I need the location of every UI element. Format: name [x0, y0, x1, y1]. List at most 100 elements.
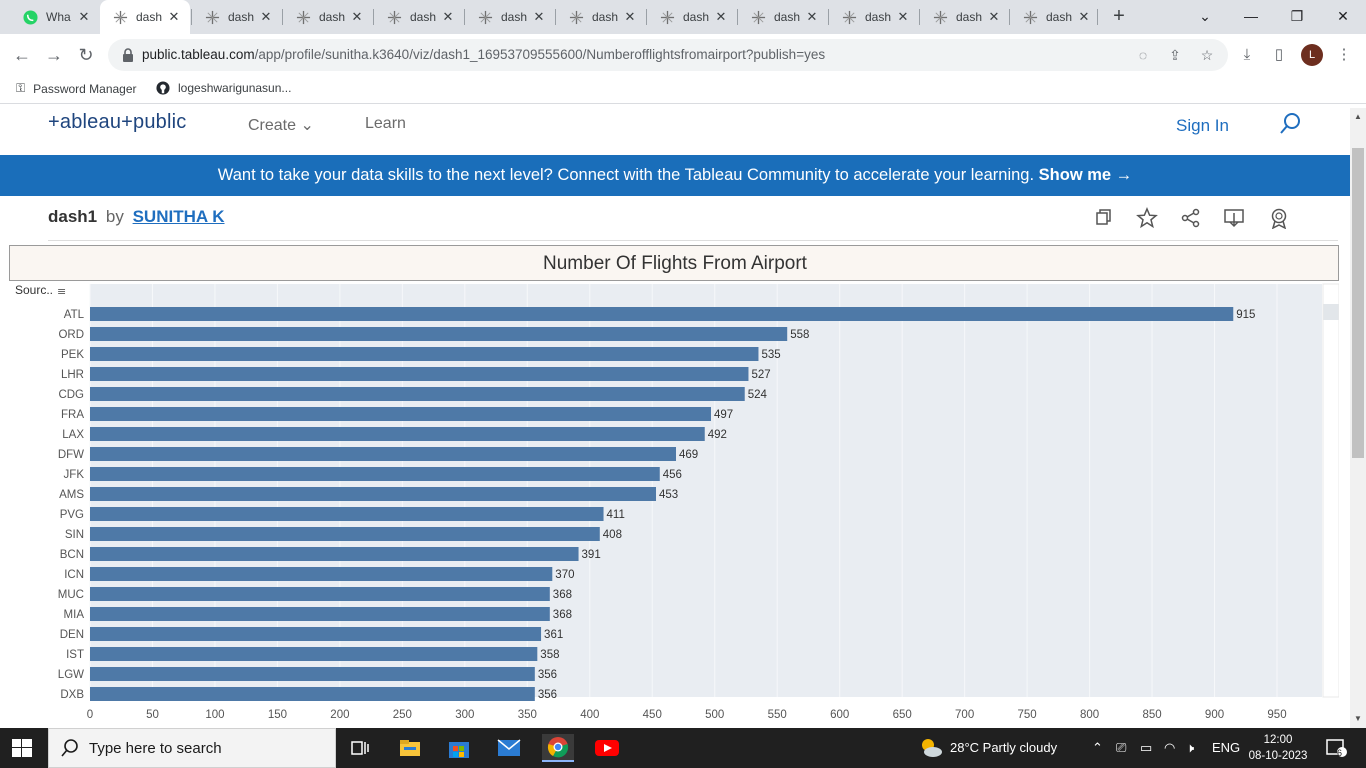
bar	[90, 447, 677, 461]
x-tick-label: 100	[205, 709, 224, 721]
taskbar-search[interactable]: Type here to search	[48, 728, 336, 768]
tab-title: dash	[865, 10, 892, 24]
author-link[interactable]: SUNITHA K	[132, 207, 225, 226]
browser-tab[interactable]: dash ✕	[829, 0, 919, 34]
weather-text[interactable]: 28°C Partly cloudy	[950, 740, 1058, 755]
x-tick-label: 800	[1080, 709, 1099, 721]
browser-tab[interactable]: dash ✕	[100, 0, 190, 34]
store-icon[interactable]	[445, 734, 473, 762]
close-tab-icon[interactable]: ✕	[442, 9, 454, 24]
category-label: MIA	[64, 609, 85, 621]
key-icon: ⚿	[16, 81, 26, 95]
close-tab-icon[interactable]: ✕	[168, 9, 180, 24]
chevron-up-icon[interactable]: ⌃	[1092, 740, 1103, 755]
download-viz-icon[interactable]	[1223, 207, 1245, 229]
copy-icon[interactable]	[1092, 207, 1114, 229]
sidepanel-icon[interactable]: ▯	[1274, 46, 1284, 63]
browser-tab[interactable]: dash ✕	[192, 0, 282, 34]
close-tab-icon[interactable]: ✕	[988, 9, 1000, 24]
tableau-icon	[841, 9, 857, 25]
data-label: 524	[748, 389, 768, 401]
battery-icon[interactable]: ▭	[1140, 740, 1153, 755]
file-explorer-icon[interactable]	[396, 734, 424, 762]
bar-chart[interactable]: Sourc.. ≡ ATL 915 ORD 558 PEK 535 LHR 527 CDG 524 FR…	[9, 281, 1339, 728]
category-label: ICN	[64, 569, 84, 581]
chrome-icon[interactable]	[542, 734, 574, 762]
browser-tab[interactable]: dash ✕	[556, 0, 646, 34]
tab-search-button[interactable]: ⌄	[1199, 8, 1211, 24]
favorite-star-icon[interactable]	[1136, 207, 1158, 229]
tableau-icon	[295, 9, 311, 25]
menu-icon[interactable]: ⋮	[1336, 46, 1352, 63]
star-icon[interactable]: ☆	[1200, 47, 1214, 63]
meet-icon[interactable]: ⎚	[1116, 740, 1127, 755]
avatar[interactable]: L	[1301, 44, 1323, 66]
sign-in-link[interactable]: Sign In	[1176, 116, 1229, 135]
close-tab-icon[interactable]: ✕	[624, 9, 636, 24]
language-indicator[interactable]: ENG	[1212, 740, 1241, 755]
scroll-up-icon[interactable]: ▲	[1354, 112, 1362, 121]
task-view-icon[interactable]	[346, 734, 374, 762]
page-scrollbar[interactable]: ▲ ▼	[1350, 108, 1366, 728]
x-tick-label: 400	[580, 709, 599, 721]
browser-tab[interactable]: dash ✕	[283, 0, 373, 34]
tab-title: dash	[683, 10, 710, 24]
tableau-icon	[204, 9, 220, 25]
nav-create[interactable]: Create ⌄	[248, 117, 314, 134]
close-tab-icon[interactable]: ✕	[260, 9, 272, 24]
scroll-thumb[interactable]	[1352, 148, 1364, 458]
weather-icon[interactable]	[918, 736, 944, 763]
category-label: BCN	[60, 549, 84, 561]
y-axis-title: Sourc..	[15, 283, 53, 297]
tableau-icon	[112, 9, 128, 25]
close-tab-icon[interactable]: ✕	[533, 9, 545, 24]
search-icon[interactable]	[1278, 112, 1302, 136]
browser-tab[interactable]: Wha ✕	[10, 0, 100, 34]
bookmarks-bar: ⚿ Password Manager logeshwarigunasun...	[0, 76, 1366, 104]
close-window-button[interactable]: ✕	[1337, 8, 1349, 24]
download-icon[interactable]: ⤓	[1243, 46, 1251, 63]
minimize-button[interactable]: —	[1244, 8, 1258, 24]
viz-by: by	[105, 207, 124, 226]
youtube-icon[interactable]	[593, 734, 621, 762]
share-icon[interactable]: ⇪	[1169, 47, 1181, 63]
category-label: CDG	[58, 389, 84, 401]
new-tab-button[interactable]: +	[1113, 5, 1125, 27]
clock[interactable]: 12:00 08-10-2023	[1248, 732, 1308, 764]
eye-off-icon[interactable]: ◌	[1138, 47, 1148, 63]
nav-learn[interactable]: Learn	[365, 115, 406, 132]
close-tab-icon[interactable]: ✕	[715, 9, 727, 24]
address-bar[interactable]: public.tableau.com/app/profile/sunitha.k…	[108, 39, 1228, 71]
restore-button[interactable]: ❐	[1290, 8, 1304, 24]
windows-start-icon[interactable]	[12, 739, 32, 757]
mail-icon[interactable]	[495, 734, 523, 762]
wifi-icon[interactable]: ◠	[1164, 740, 1176, 755]
bookmark-password-manager[interactable]: ⚿ Password Manager	[16, 81, 137, 96]
forward-button[interactable]: →	[45, 45, 63, 65]
browser-tab[interactable]: dash ✕	[465, 0, 555, 34]
browser-tab[interactable]: dash ✕	[647, 0, 737, 34]
community-banner[interactable]: Want to take your data skills to the nex…	[0, 155, 1350, 196]
browser-tab[interactable]: dash ✕	[920, 0, 1010, 34]
bar	[90, 687, 535, 701]
close-tab-icon[interactable]: ✕	[1078, 9, 1090, 24]
back-button[interactable]: ←	[13, 45, 31, 65]
close-tab-icon[interactable]: ✕	[897, 9, 909, 24]
close-tab-icon[interactable]: ✕	[351, 9, 363, 24]
close-tab-icon[interactable]: ✕	[78, 9, 90, 24]
close-tab-icon[interactable]: ✕	[806, 9, 818, 24]
reload-button[interactable]: ↻	[78, 45, 94, 65]
notifications-icon[interactable]	[1326, 738, 1348, 761]
tableau-public-logo[interactable]: +ableau+public	[48, 111, 187, 133]
browser-tab[interactable]: dash ✕	[738, 0, 828, 34]
volume-icon[interactable]: 🕨	[1186, 740, 1195, 755]
tab-separator	[1009, 9, 1010, 25]
share-network-icon[interactable]	[1180, 207, 1202, 229]
browser-tab[interactable]: dash ✕	[1010, 0, 1100, 34]
badge-icon[interactable]	[1268, 207, 1290, 229]
banner-cta-link[interactable]: Show me →	[1038, 166, 1133, 184]
browser-tab[interactable]: dash ✕	[374, 0, 464, 34]
bar	[90, 627, 542, 641]
scroll-down-icon[interactable]: ▼	[1354, 714, 1362, 723]
bookmark-github[interactable]: logeshwarigunasun...	[156, 81, 291, 95]
